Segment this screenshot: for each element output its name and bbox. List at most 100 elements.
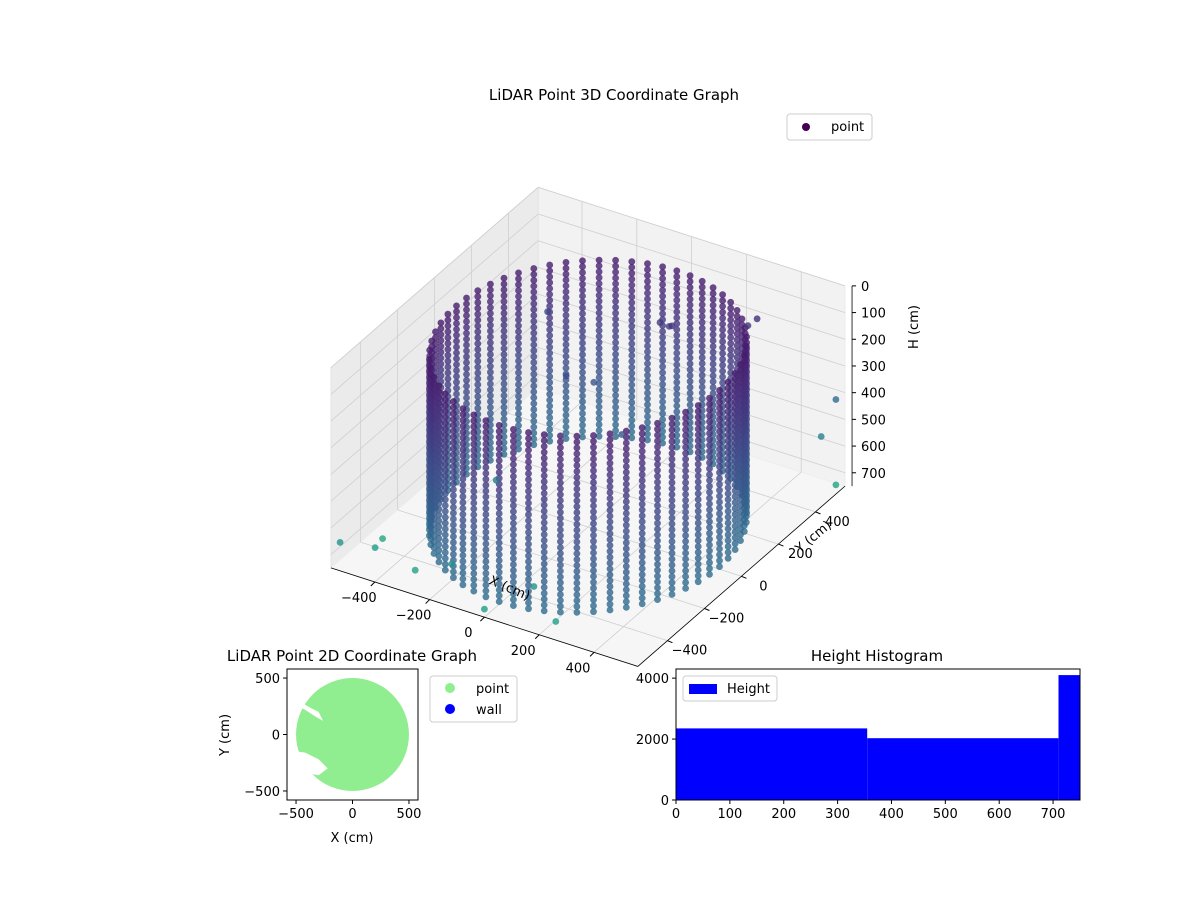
chart-3d-wall-point (719, 320, 726, 328)
histogram-bars (676, 675, 1080, 800)
chart-3d-wall-point (470, 487, 478, 495)
chart-3d-wall-point (515, 340, 522, 347)
histogram-x-tick-label: 700 (1041, 807, 1066, 822)
chart-3d-wall-point (590, 590, 597, 598)
chart-3d-wall-point (694, 513, 702, 521)
chart-3d-wall-point (731, 375, 739, 383)
chart-3d-wall-point (644, 383, 651, 391)
chart-3d-wall-point (668, 497, 676, 504)
chart-3d-wall-point (474, 346, 482, 353)
chart-3d-wall-point (668, 549, 676, 557)
chart-3d-wall-point (500, 292, 508, 300)
chart-3d-wall-point (482, 511, 490, 518)
chart-3d-wall-point (737, 513, 744, 521)
chart-3d-wall-point (450, 480, 457, 488)
chart-3d-wall-point (706, 459, 713, 467)
chart-3d-point (832, 396, 840, 403)
chart-3d-wall-point (450, 415, 457, 423)
chart-3d-wall-point (557, 444, 564, 451)
chart-3d-wall-point (595, 327, 603, 334)
chart-2d-x-tick-label: −500 (278, 807, 314, 822)
chart-3d-wall-point (450, 439, 457, 446)
histogram-x-tick-label: 0 (672, 807, 680, 822)
chart-3d-wall-point (470, 540, 478, 548)
chart-3d-wall-point (557, 573, 564, 581)
chart-3d-wall-point (622, 445, 630, 453)
chart-3d-wall-point (450, 515, 457, 523)
chart-3d-wall-point (530, 441, 538, 449)
chart-3d-wall-point (463, 306, 470, 314)
chart-3d-wall-point (682, 479, 689, 487)
chart-3d-wall-point (500, 398, 508, 405)
chart-3d-wall-point (698, 377, 706, 385)
chart-3d-wall-point (706, 394, 713, 402)
chart-3d-wall-point (510, 602, 517, 609)
chart-3d-wall-point (463, 341, 470, 349)
chart-3d-wall-point (606, 465, 614, 473)
chart-3d-wall-point (450, 451, 457, 458)
chart-3d-wall-point (579, 404, 586, 411)
chart-3d-wall-point (459, 487, 467, 495)
chart-3d-wall-point (716, 428, 723, 435)
chart-3d-wall-point (470, 523, 478, 530)
chart-3d-wall-point (622, 527, 630, 535)
chart-3d-wall-point (654, 472, 661, 480)
chart-3d-wall-point (515, 392, 522, 400)
chart-3d-wall-point (546, 279, 554, 286)
chart-3d-wall-point (546, 414, 554, 422)
chart-3d-wall-point (724, 519, 732, 527)
chart-3d-wall-point (686, 354, 694, 362)
chart-3d-wall-point (682, 561, 689, 569)
chart-3d-wall-point (668, 520, 676, 528)
chart-3d-z-tick-label: 200 (861, 333, 886, 348)
chart-3d-wall-point (495, 557, 503, 564)
chart-3d-wall-point (706, 547, 713, 555)
chart-3d-wall-point (606, 471, 614, 479)
chart-3d-wall-point (659, 375, 666, 382)
chart-3d-wall-point (590, 573, 597, 580)
chart-3d-wall-point (731, 440, 739, 448)
chart-3d-wall-point (557, 461, 564, 469)
chart-3d-wall-point (453, 384, 460, 392)
chart-3d-wall-point (719, 297, 726, 304)
chart-3d-wall-point (727, 334, 735, 341)
chart-3d-wall-point (622, 492, 630, 500)
chart-3d-wall-point (595, 391, 603, 399)
chart-3d-wall-point (573, 485, 581, 493)
chart-3d-point (411, 566, 419, 574)
chart-3d-wall-point (546, 332, 554, 339)
chart-3d-wall-point (719, 379, 726, 387)
chart-3d-wall-point (737, 419, 744, 427)
chart-3d-wall-point (525, 581, 532, 589)
chart-3d-wall-point (510, 514, 517, 521)
chart-3d-wall-point (716, 463, 723, 471)
chart-3d-wall-point (638, 577, 646, 584)
chart-3d-wall-point (612, 374, 619, 382)
chart-3d-wall-point (686, 272, 694, 280)
chart-3d-wall-point (463, 400, 470, 408)
chart-3d-z-tick-label: 500 (861, 413, 886, 428)
chart-3d-wall-point (590, 537, 597, 545)
chart-3d-wall-point (595, 380, 603, 387)
chart-3d-wall-point (441, 496, 449, 503)
chart-3d-wall-point (515, 387, 522, 394)
chart-3d-wall-point (595, 286, 603, 293)
chart-3d-wall-point (510, 461, 517, 468)
chart-3d-wall-point (435, 552, 443, 560)
chart-3d-wall-point (515, 275, 522, 283)
chart-3d-wall-point (622, 568, 630, 576)
chart-3d-wall-point (435, 382, 443, 390)
chart-3d-wall-point (719, 344, 726, 351)
chart-3d-wall-point (450, 545, 457, 552)
chart-3d-wall-point (515, 310, 522, 318)
chart-3d-wall-point (459, 552, 467, 559)
chart-3d-wall-point (606, 565, 614, 573)
chart-3d-wall-point (622, 515, 630, 523)
chart-3d-wall-point (463, 365, 470, 372)
chart-3d-wall-point (459, 499, 467, 506)
height-histogram: Height Histogram 0 100 200 300 400 500 600 7000… (636, 647, 1081, 822)
histogram-bar (867, 738, 1059, 800)
chart-3d-wall-point (495, 527, 503, 535)
chart-3d-wall-point (628, 399, 636, 406)
chart-3d-wall-point (706, 559, 713, 567)
